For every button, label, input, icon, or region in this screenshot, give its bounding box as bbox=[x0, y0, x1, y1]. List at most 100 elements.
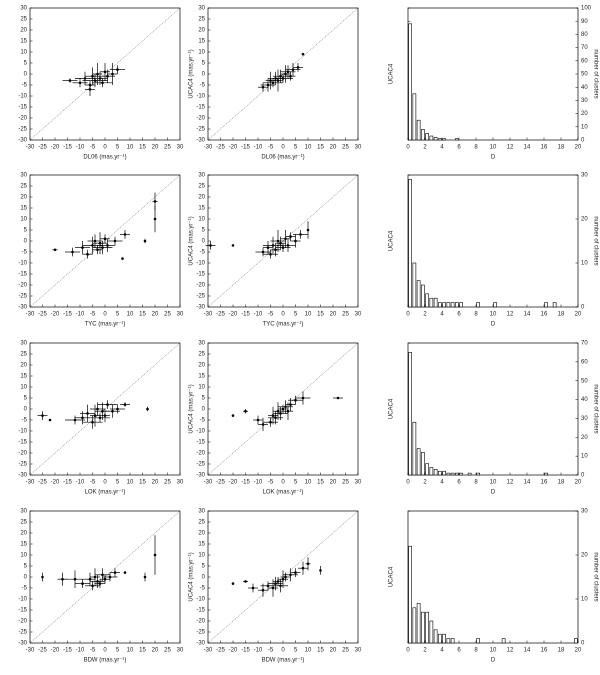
one-to-one-line bbox=[29, 510, 181, 644]
data-point bbox=[53, 248, 57, 252]
x-tick-label: 30 bbox=[177, 480, 184, 486]
y-tick-label: -5 bbox=[200, 83, 206, 89]
y-tick-label: 0 bbox=[202, 407, 206, 413]
y-tick-label: 25 bbox=[20, 352, 27, 358]
x-tick-label: -10 bbox=[76, 312, 85, 318]
data-point bbox=[96, 72, 99, 76]
x-tick-label: -15 bbox=[241, 648, 250, 654]
y2-axis-label: number of clusters bbox=[592, 49, 598, 98]
data-point bbox=[78, 81, 82, 85]
y-tick-label: 70 bbox=[581, 45, 588, 51]
histogram-bar bbox=[459, 302, 463, 308]
x-tick-label: -20 bbox=[229, 312, 238, 318]
data-point bbox=[251, 586, 255, 590]
data-point bbox=[289, 74, 292, 78]
y-tick-label: 15 bbox=[198, 206, 205, 212]
x-tick-label: 4 bbox=[440, 312, 444, 318]
y-tick-label: 15 bbox=[198, 374, 205, 380]
x-tick-label: -20 bbox=[51, 145, 60, 151]
y-tick-label: 0 bbox=[202, 239, 206, 245]
x-axis-label: D bbox=[491, 155, 496, 161]
data-point bbox=[289, 235, 292, 238]
data-point bbox=[153, 200, 157, 203]
x-tick-label: -10 bbox=[254, 480, 263, 486]
y-tick-label: 15 bbox=[20, 206, 27, 212]
data-point bbox=[73, 418, 77, 422]
x-axis-label: LOK (mas.yr⁻¹) bbox=[85, 490, 126, 496]
y-tick-label: -10 bbox=[18, 429, 27, 435]
x-tick-label: 16 bbox=[541, 312, 548, 318]
y-tick-label: -5 bbox=[22, 586, 28, 592]
x-tick-label: -20 bbox=[51, 312, 60, 318]
y-tick-label: -25 bbox=[196, 127, 205, 133]
x-tick-label: 30 bbox=[355, 312, 362, 318]
x-tick-label: 30 bbox=[355, 145, 362, 151]
data-point bbox=[153, 217, 157, 221]
data-point bbox=[106, 74, 109, 78]
histogram-bar bbox=[544, 472, 548, 476]
x-tick-label: 0 bbox=[281, 145, 285, 151]
histogram-bar bbox=[544, 302, 548, 308]
x-tick-label: 2 bbox=[423, 312, 427, 318]
y-tick-label: -10 bbox=[18, 261, 27, 267]
x-tick-label: -25 bbox=[38, 480, 47, 486]
data-point bbox=[48, 418, 52, 422]
x-tick-label: -30 bbox=[26, 648, 35, 654]
y-tick-label: 20 bbox=[20, 28, 27, 34]
y-tick-label: 20 bbox=[581, 111, 588, 117]
x-tick-label: 10 bbox=[305, 312, 312, 318]
data-point bbox=[271, 586, 275, 590]
y-tick-label: -5 bbox=[22, 250, 28, 256]
x-tick-label: 15 bbox=[139, 480, 146, 486]
data-point bbox=[146, 407, 149, 411]
x-tick-label: 0 bbox=[406, 312, 410, 318]
x-tick-label: 10 bbox=[305, 480, 312, 486]
y-tick-label: -5 bbox=[22, 83, 28, 89]
data-point bbox=[274, 582, 277, 585]
y-tick-label: 10 bbox=[581, 124, 588, 130]
panel: -30 -25 -20 -15 -10 -5 0 5 10 15 20 25 30-30-25-20-1… bbox=[189, 173, 362, 328]
x-tick-label: 15 bbox=[139, 648, 146, 654]
x-axis-label: BDW (mas.yr⁻¹) bbox=[84, 658, 127, 664]
histogram-bar bbox=[425, 133, 429, 141]
x-tick-label: 0 bbox=[406, 648, 410, 654]
data-point bbox=[153, 553, 157, 557]
data-point bbox=[284, 405, 287, 409]
y-axis-label: UCAC4 bbox=[389, 63, 395, 84]
y-tick-label: 10 bbox=[20, 217, 27, 223]
y2-axis-label: number of clusters bbox=[592, 552, 598, 601]
x-tick-label: -10 bbox=[254, 145, 263, 151]
y-tick-label: -25 bbox=[18, 630, 27, 636]
y-axis-label: UCAC4 bbox=[389, 230, 395, 251]
y-tick-label: 25 bbox=[20, 520, 27, 526]
histogram-bar bbox=[421, 611, 425, 644]
histogram-bar bbox=[501, 638, 506, 644]
data-point bbox=[111, 72, 114, 76]
x-tick-label: -25 bbox=[216, 312, 225, 318]
y-tick-label: -20 bbox=[196, 451, 205, 457]
x-tick-label: 14 bbox=[524, 648, 531, 654]
data-point bbox=[103, 577, 107, 581]
x-tick-label: 20 bbox=[152, 145, 159, 151]
histogram-bar bbox=[408, 545, 412, 644]
histogram-bar bbox=[425, 293, 429, 308]
y-tick-label: 0 bbox=[24, 575, 28, 581]
y-tick-label: 15 bbox=[20, 39, 27, 45]
y-tick-label: -30 bbox=[196, 641, 205, 647]
y-tick-label: 30 bbox=[198, 6, 205, 12]
data-point bbox=[231, 582, 235, 585]
x-tick-label: -25 bbox=[216, 480, 225, 486]
data-point bbox=[81, 246, 84, 249]
y-tick-label: 25 bbox=[198, 352, 205, 358]
x-tick-label: 12 bbox=[507, 145, 514, 151]
y-tick-label: -10 bbox=[196, 261, 205, 267]
y-tick-label: -30 bbox=[196, 138, 205, 144]
y-tick-label: 40 bbox=[581, 397, 588, 403]
y-tick-label: 25 bbox=[20, 184, 27, 190]
data-point bbox=[73, 577, 77, 581]
x-tick-label: 16 bbox=[541, 648, 548, 654]
data-point bbox=[61, 577, 64, 581]
